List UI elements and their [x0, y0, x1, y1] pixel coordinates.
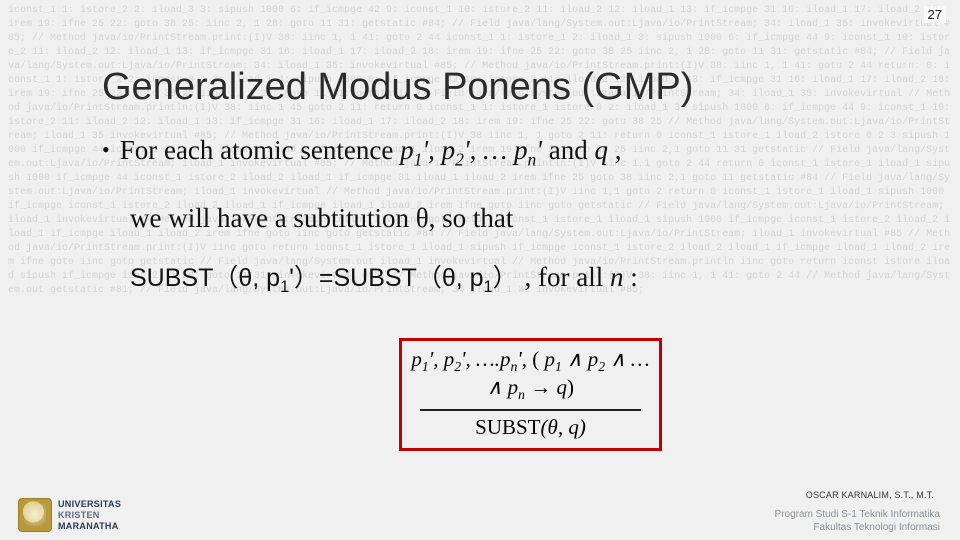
content-block: • For each atomic sentence p1', p2', … p…	[102, 132, 862, 298]
rule-premises: p1', p2', ….pn', ( p1 ∧ p2 ∧ … ∧ pn → q)	[410, 347, 651, 403]
program-line2: Fakultas Teknologi Informasi	[775, 521, 940, 534]
bullet-mid: and	[549, 135, 595, 165]
university-logo: UNIVERSITAS KRISTEN MARANATHA	[18, 498, 121, 532]
rule-divider	[420, 409, 642, 411]
line3-colon: :	[624, 262, 638, 292]
bullet-lead: For each atomic sentence	[120, 135, 400, 165]
line2-a: we will have a subtitution	[130, 203, 416, 233]
bullet-text: For each atomic sentence p1', p2', … pn'…	[120, 132, 622, 172]
slide-title: Generalized Modus Ponens (GMP)	[102, 66, 693, 109]
line3-trail: , for all	[525, 262, 610, 292]
rule-conclusion: SUBST(θ, q)	[410, 415, 651, 440]
theta-symbol: θ	[416, 203, 429, 233]
inference-rule-box: p1', p2', ….pn', ( p1 ∧ p2 ∧ … ∧ pn → q)…	[399, 338, 662, 451]
bullet-line-1: • For each atomic sentence p1', p2', … p…	[102, 132, 862, 172]
line-2: we will have a subtitution θ, so that	[130, 200, 862, 236]
program-text: Program Studi S-1 Teknik Informatika Fak…	[775, 508, 940, 534]
program-line1: Program Studi S-1 Teknik Informatika	[775, 508, 940, 521]
slide: iconst_1 1: istore_2 2: iload_3 3: sipus…	[0, 0, 960, 540]
logo-text: UNIVERSITAS KRISTEN MARANATHA	[58, 499, 121, 532]
logo-badge-icon	[18, 498, 52, 532]
uni-line3: MARANATHA	[58, 521, 121, 532]
page-number: 27	[924, 6, 946, 23]
bullet-vars: p1', p2', … pn'	[400, 135, 542, 165]
uni-line2: KRISTEN	[58, 510, 121, 521]
line2-b: , so that	[429, 203, 514, 233]
author-name: OSCAR KARNALIM, S.T., M.T.	[806, 490, 934, 500]
bullet-q: q	[594, 135, 608, 165]
n-var: n	[610, 262, 624, 292]
bullet-tail: ,	[615, 135, 622, 165]
footer: OSCAR KARNALIM, S.T., M.T. UNIVERSITAS K…	[0, 480, 960, 540]
bullet-dot-icon: •	[102, 132, 110, 168]
uni-line1: UNIVERSITAS	[58, 499, 121, 510]
subst-equation: SUBST（θ, p1'）=SUBST（θ, p1）	[130, 264, 518, 292]
line-3: SUBST（θ, p1'）=SUBST（θ, p1） , for all n :	[130, 259, 862, 299]
